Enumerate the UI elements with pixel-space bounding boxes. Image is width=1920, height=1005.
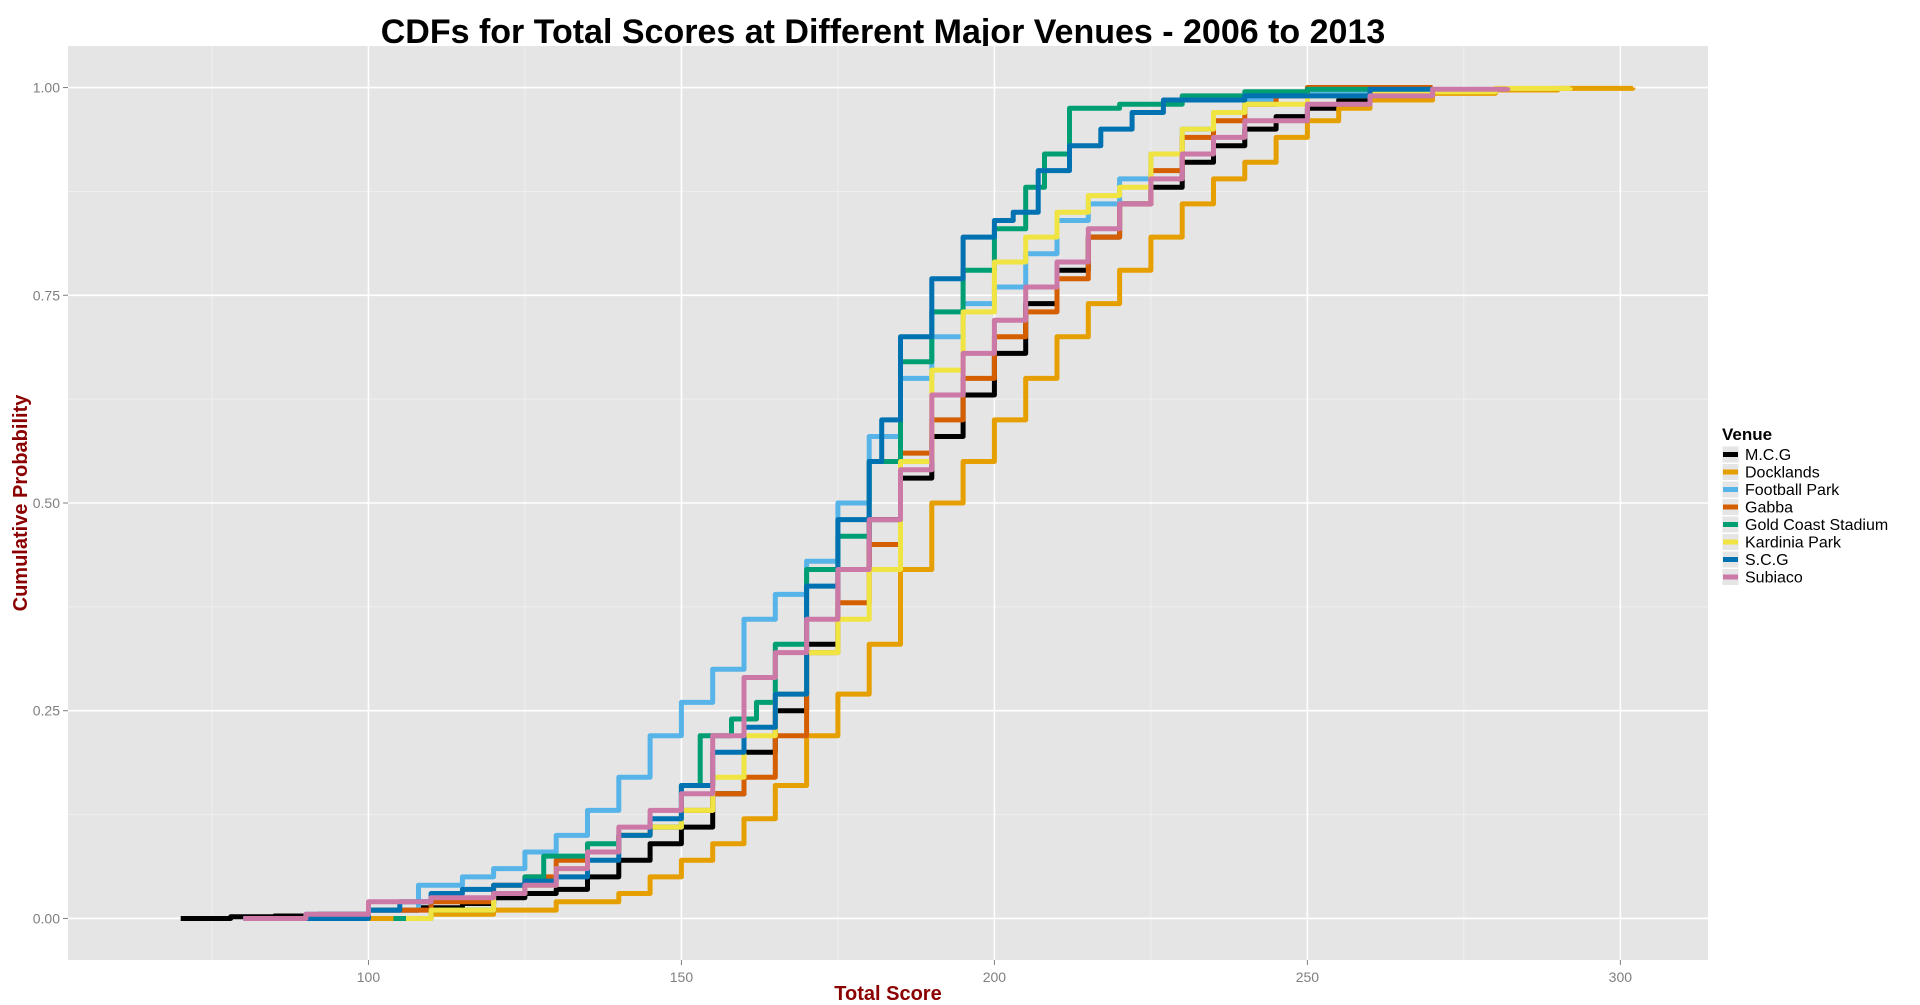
x-tick-label: 100	[357, 969, 381, 985]
legend-label: S.C.G	[1745, 552, 1789, 569]
x-tick-label: 200	[983, 969, 1007, 985]
series-lines	[180, 85, 1636, 921]
y-tick-label: 0.25	[33, 703, 60, 719]
chart-title: CDFs for Total Scores at Different Major…	[381, 13, 1386, 51]
legend-title: Venue	[1722, 425, 1772, 444]
x-tick-label: 150	[670, 969, 694, 985]
y-tick-label: 0.00	[33, 910, 60, 926]
y-tick-label: 0.50	[33, 495, 60, 511]
legend-label: M.C.G	[1745, 447, 1791, 464]
y-tick-label: 0.75	[33, 287, 60, 303]
legend-label: Gold Coast Stadium	[1745, 517, 1888, 534]
y-axis-ticks: 0.00 0.25 0.50 0.75 1.00	[33, 80, 68, 926]
legend-label: Docklands	[1745, 465, 1820, 482]
legend-label: Gabba	[1745, 500, 1793, 517]
x-axis-title: Total Score	[834, 983, 941, 1005]
y-axis-title: Cumulative Probability	[10, 394, 32, 612]
series-line-7	[243, 86, 1511, 921]
x-tick-label: 300	[1609, 969, 1633, 985]
legend-label: Kardinia Park	[1745, 535, 1842, 552]
legend-label: Subiaco	[1745, 570, 1803, 587]
x-tick-label: 250	[1296, 969, 1320, 985]
legend-label: Football Park	[1745, 482, 1840, 499]
x-axis-ticks: 100 150 200 250 300	[357, 960, 1632, 985]
series-line-1	[368, 85, 1636, 921]
y-tick-label: 1.00	[33, 80, 60, 96]
